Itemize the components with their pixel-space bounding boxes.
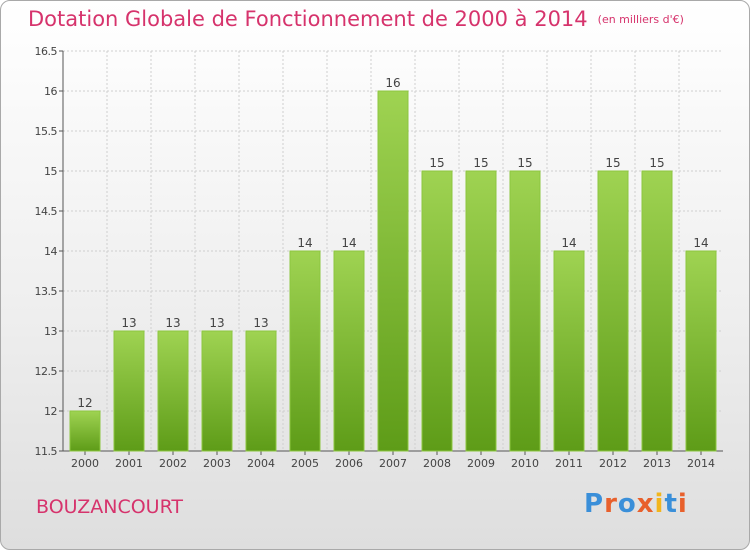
bar-value-label: 13 — [209, 316, 224, 330]
logo-letter: t — [664, 489, 678, 519]
y-tick-label: 12.5 — [35, 365, 58, 378]
x-tick-labels: 2000 2001 2002 2003 2004 2005 2006 2007 2008 2009… — [71, 457, 715, 470]
bar — [553, 250, 585, 452]
bar — [421, 170, 453, 452]
logo-letter: i — [654, 489, 665, 519]
y-tick-label: 16.5 — [35, 45, 58, 58]
bar-value-label: 15 — [429, 156, 444, 170]
bar — [465, 170, 497, 452]
logo-letter: i — [677, 489, 688, 519]
bar — [157, 330, 189, 452]
unit-note: (en milliers d'€) — [597, 13, 684, 26]
bar-value-label: 14 — [693, 236, 708, 250]
y-tick-label: 15 — [44, 165, 57, 178]
bar-value-label: 16 — [385, 76, 400, 90]
x-tick-label: 2013 — [643, 457, 671, 470]
x-tick-label: 2000 — [71, 457, 99, 470]
logo-letter: P — [584, 489, 605, 519]
bar-value-label: 12 — [77, 396, 92, 410]
bar — [597, 170, 629, 452]
x-tick-label: 2012 — [599, 457, 627, 470]
x-tick-label: 2001 — [115, 457, 143, 470]
logo-letter: x — [636, 489, 655, 519]
x-tick-label: 2010 — [511, 457, 539, 470]
y-tick-label: 12 — [44, 405, 57, 418]
y-tick-label: 13 — [44, 325, 57, 338]
bar-value-label: 14 — [561, 236, 576, 250]
bar-value-label: 13 — [165, 316, 180, 330]
y-tick-label: 16 — [44, 85, 57, 98]
bar-value-label: 15 — [473, 156, 488, 170]
bar — [69, 410, 101, 452]
bar-value-label: 14 — [297, 236, 312, 250]
x-tick-label: 2011 — [555, 457, 583, 470]
x-tick-label: 2004 — [247, 457, 275, 470]
chart-title-text: Dotation Globale de Fonctionnement de 20… — [28, 7, 588, 31]
bar — [289, 250, 321, 452]
logo-letter: o — [617, 489, 637, 519]
data-labels: 12 13 13 13 13 14 14 16 15 15 15 14 15 15 14 — [77, 76, 708, 410]
y-tick-label: 15.5 — [35, 125, 58, 138]
bar — [509, 170, 541, 452]
bar-value-label: 15 — [605, 156, 620, 170]
bar — [245, 330, 277, 452]
bar — [333, 250, 365, 452]
x-tick-label: 2008 — [423, 457, 451, 470]
x-tick-label: 2006 — [335, 457, 363, 470]
x-tick-label: 2014 — [687, 457, 715, 470]
x-tick-label: 2009 — [467, 457, 495, 470]
y-tick-label: 14.5 — [35, 205, 58, 218]
y-tick-label: 14 — [44, 245, 57, 258]
commune-name: BOUZANCOURT — [36, 496, 184, 518]
x-tick-label: 2007 — [379, 457, 407, 470]
bars — [69, 90, 717, 452]
bar — [201, 330, 233, 452]
chart-title: Dotation Globale de Fonctionnement de 20… — [28, 7, 684, 31]
y-tick-label: 13.5 — [35, 285, 58, 298]
logo-letter: r — [604, 489, 618, 519]
y-tick-labels: 11.5 12 12.5 13 13.5 14 14.5 15 15.5 16 16.5 — [35, 45, 58, 458]
bar-value-label: 15 — [517, 156, 532, 170]
x-tick-label: 2003 — [203, 457, 231, 470]
bar-value-label: 13 — [253, 316, 268, 330]
bar — [685, 250, 717, 452]
x-tick-label: 2002 — [159, 457, 187, 470]
bar — [641, 170, 673, 452]
bar — [113, 330, 145, 452]
bar — [377, 90, 409, 452]
proxiti-logo[interactable]: Proxiti — [584, 489, 688, 519]
bar-value-label: 14 — [341, 236, 356, 250]
x-tick-label: 2005 — [291, 457, 319, 470]
bar-value-label: 15 — [649, 156, 664, 170]
y-tick-label: 11.5 — [35, 445, 58, 458]
bar-value-label: 13 — [121, 316, 136, 330]
